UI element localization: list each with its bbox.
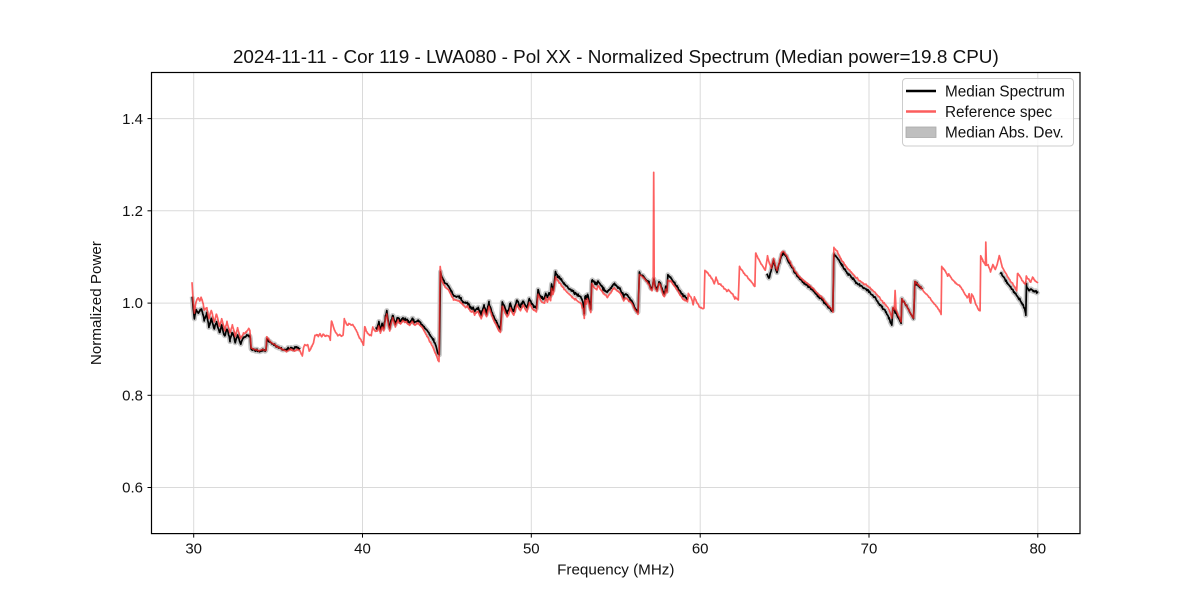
svg-text:70: 70 — [861, 541, 878, 558]
svg-text:40: 40 — [354, 541, 371, 558]
svg-text:0.8: 0.8 — [122, 388, 143, 405]
svg-text:2024-11-11 - Cor 119 - LWA080: 2024-11-11 - Cor 119 - LWA080 - Pol XX -… — [233, 47, 999, 68]
svg-text:60: 60 — [692, 541, 709, 558]
svg-text:0.6: 0.6 — [122, 480, 143, 497]
svg-text:1.0: 1.0 — [122, 295, 143, 312]
svg-text:Median Spectrum: Median Spectrum — [945, 83, 1065, 100]
svg-text:Frequency (MHz): Frequency (MHz) — [557, 562, 674, 579]
svg-text:50: 50 — [523, 541, 540, 558]
svg-text:Normalized Power: Normalized Power — [88, 241, 105, 365]
svg-text:30: 30 — [185, 541, 202, 558]
svg-text:1.2: 1.2 — [122, 203, 143, 220]
svg-text:80: 80 — [1029, 541, 1046, 558]
svg-text:Reference spec: Reference spec — [945, 104, 1052, 121]
svg-text:1.4: 1.4 — [122, 111, 143, 128]
svg-text:Median Abs. Dev.: Median Abs. Dev. — [945, 124, 1064, 141]
